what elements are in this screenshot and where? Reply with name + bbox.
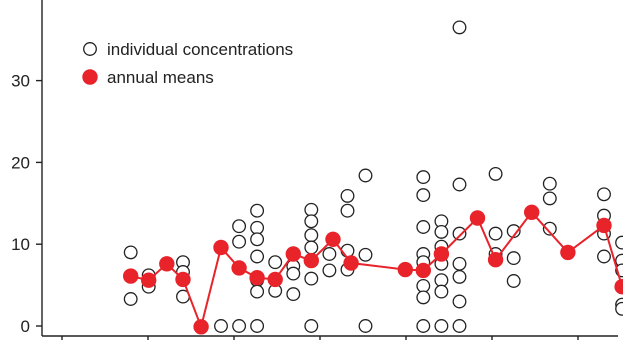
individual-point bbox=[434, 319, 449, 333]
annual-mean-point bbox=[267, 271, 283, 288]
individual-point bbox=[250, 220, 265, 235]
annual-mean-point bbox=[614, 279, 623, 295]
individual-point bbox=[416, 220, 431, 234]
individual-point bbox=[286, 287, 301, 302]
individual-point bbox=[268, 255, 283, 270]
annual-mean-point bbox=[231, 260, 247, 276]
individual-point bbox=[488, 166, 503, 181]
individual-point bbox=[322, 263, 337, 278]
individual-point bbox=[250, 284, 265, 299]
annual-mean-point bbox=[397, 261, 413, 278]
annual-mean-point bbox=[325, 231, 341, 248]
annual-mean-point bbox=[469, 210, 486, 226]
axes: 0 10 20 30 bbox=[11, 0, 618, 340]
individual-point bbox=[615, 235, 623, 250]
legend-label-individual: individual concentrations bbox=[107, 40, 293, 59]
annual-mean-point bbox=[249, 270, 265, 286]
individual-point bbox=[358, 319, 373, 333]
annual-means-series bbox=[123, 204, 623, 335]
annual-mean-point bbox=[487, 252, 504, 268]
individual-point bbox=[434, 273, 449, 288]
individual-point bbox=[304, 240, 319, 255]
individual-point bbox=[286, 266, 301, 281]
annual-mean-point bbox=[285, 246, 301, 262]
individual-point bbox=[597, 187, 611, 202]
individual-point bbox=[452, 256, 467, 271]
y-tick-label: 30 bbox=[11, 72, 30, 91]
individual-point bbox=[542, 221, 557, 236]
individual-point bbox=[452, 20, 467, 35]
y-tick-label: 20 bbox=[11, 153, 30, 172]
individual-point bbox=[358, 247, 373, 262]
annual-mean-point bbox=[524, 204, 540, 221]
individual-point bbox=[506, 251, 521, 266]
individual-point bbox=[340, 243, 355, 258]
individual-point bbox=[416, 188, 431, 203]
individual-point bbox=[232, 219, 247, 234]
individual-point bbox=[434, 224, 449, 239]
individual-point bbox=[250, 232, 265, 247]
individual-point bbox=[452, 319, 467, 333]
annual-means-line bbox=[130, 210, 623, 331]
annual-mean-point bbox=[175, 271, 191, 288]
individual-point bbox=[304, 319, 319, 333]
individual-point bbox=[322, 247, 337, 261]
annual-mean-point bbox=[159, 256, 175, 272]
individual-point bbox=[542, 191, 557, 206]
annual-mean-point bbox=[303, 252, 319, 269]
individual-point bbox=[452, 177, 467, 192]
individual-point bbox=[358, 168, 373, 183]
individual-point bbox=[250, 249, 265, 264]
individual-point bbox=[340, 203, 355, 218]
individual-point bbox=[416, 278, 431, 293]
y-tick-label: 10 bbox=[11, 235, 30, 254]
annual-mean-point bbox=[141, 272, 157, 288]
annual-mean-point bbox=[123, 268, 139, 284]
individual-point bbox=[452, 294, 467, 309]
individual-point bbox=[214, 319, 228, 333]
annual-mean-point bbox=[343, 255, 359, 271]
individual-point bbox=[416, 170, 431, 185]
annual-mean-point bbox=[415, 262, 431, 279]
individual-point bbox=[542, 176, 557, 191]
individual-point bbox=[506, 274, 521, 288]
individual-point bbox=[597, 249, 611, 264]
individual-point bbox=[123, 292, 138, 306]
legend-label-means: annual means bbox=[107, 68, 214, 87]
individual-point bbox=[452, 226, 467, 241]
legend-marker-means bbox=[82, 69, 98, 85]
individual-point bbox=[416, 319, 431, 333]
individual-point bbox=[340, 188, 355, 203]
individual-point bbox=[434, 284, 449, 299]
legend: individual concentrations annual means bbox=[82, 40, 293, 87]
legend-marker-individual bbox=[83, 42, 97, 56]
individual-point bbox=[452, 269, 467, 284]
y-tick-label: 0 bbox=[21, 317, 30, 336]
annual-mean-point bbox=[193, 319, 209, 335]
individual-point bbox=[232, 234, 247, 249]
individual-point bbox=[250, 319, 265, 333]
individual-point bbox=[250, 203, 265, 218]
individual-point bbox=[123, 245, 138, 260]
individual-point bbox=[416, 290, 431, 305]
individual-point bbox=[304, 202, 319, 217]
annual-mean-point bbox=[560, 244, 576, 261]
individual-point bbox=[615, 301, 623, 316]
annual-mean-point bbox=[596, 217, 612, 234]
individual-point bbox=[304, 228, 319, 243]
individual-point bbox=[304, 214, 319, 229]
annual-mean-point bbox=[433, 246, 450, 262]
individual-point bbox=[488, 226, 503, 241]
individual-point bbox=[232, 319, 247, 333]
individual-point bbox=[304, 271, 319, 286]
annual-mean-point bbox=[213, 239, 229, 256]
